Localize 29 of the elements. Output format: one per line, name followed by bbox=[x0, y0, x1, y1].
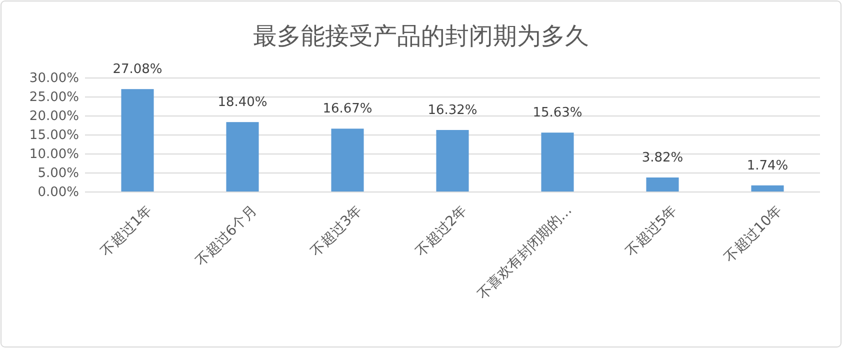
x-tick-label: 不喜欢有封闭期的… bbox=[474, 202, 576, 303]
bar bbox=[226, 122, 259, 192]
y-tick-label: 30.00% bbox=[29, 71, 79, 86]
x-tick-label: 不超过10年 bbox=[722, 202, 786, 266]
data-label: 27.08% bbox=[112, 62, 162, 78]
y-tick-label: 0.00% bbox=[38, 185, 79, 200]
data-label: 16.67% bbox=[322, 102, 372, 117]
y-tick-label: 25.00% bbox=[29, 90, 79, 106]
bar bbox=[541, 132, 574, 192]
y-tick-label: 15.00% bbox=[29, 128, 79, 144]
bar bbox=[436, 130, 469, 192]
bar bbox=[751, 185, 784, 192]
chart-title: 最多能接受产品的封闭期为多久 bbox=[253, 22, 589, 50]
data-label: 3.82% bbox=[642, 150, 684, 166]
x-tick-label: 不超过3年 bbox=[308, 202, 366, 260]
bar bbox=[331, 128, 364, 192]
x-tick-label: 不超过2年 bbox=[413, 202, 470, 260]
y-tick-label: 10.00% bbox=[29, 147, 79, 162]
data-label: 16.32% bbox=[428, 102, 478, 118]
data-label: 1.74% bbox=[746, 158, 788, 174]
bar bbox=[121, 89, 154, 192]
y-tick-label: 5.00% bbox=[38, 166, 79, 182]
x-tick-label: 不超过5年 bbox=[623, 202, 680, 260]
y-tick-label: 20.00% bbox=[29, 109, 79, 124]
bar bbox=[646, 177, 679, 192]
x-tick-label: 不超过1年 bbox=[98, 202, 156, 260]
data-label: 18.40% bbox=[218, 95, 268, 110]
data-label: 15.63% bbox=[532, 106, 582, 121]
x-tick-label: 不超过6个月 bbox=[193, 202, 260, 270]
